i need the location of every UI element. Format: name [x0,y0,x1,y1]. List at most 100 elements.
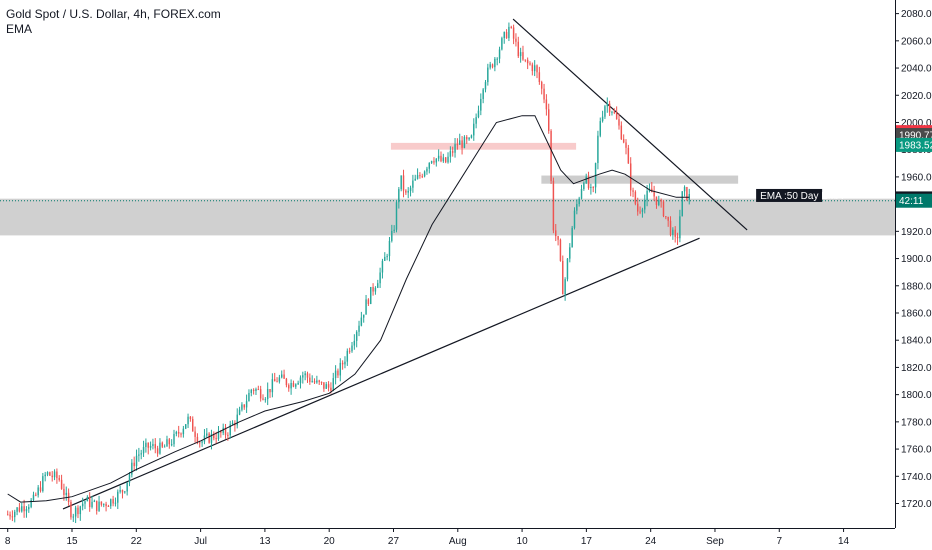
candle-body[interactable] [72,516,75,518]
candle-body[interactable] [35,494,37,496]
candle-body[interactable] [461,140,463,148]
candle-body[interactable] [482,89,484,99]
candle-body[interactable] [266,389,269,400]
candle-body[interactable] [262,398,264,400]
candle-body[interactable] [578,198,580,205]
candle-body[interactable] [459,140,461,145]
candle-body[interactable] [496,58,498,60]
candle-body[interactable] [11,516,14,518]
candle-body[interactable] [566,258,569,280]
candle-body[interactable] [374,287,377,292]
candle-body[interactable] [131,462,133,475]
candle-body[interactable] [103,503,105,505]
candle-body[interactable] [597,135,599,164]
candle-body[interactable] [360,317,363,326]
candle-body[interactable] [93,500,96,502]
candle-body[interactable] [498,49,501,59]
candle-body[interactable] [285,378,288,386]
candle-body[interactable] [65,492,67,495]
candle-body[interactable] [163,446,166,448]
candle-body[interactable] [166,439,168,447]
candle-body[interactable] [330,387,332,391]
candle-body[interactable] [686,187,688,200]
candle-body[interactable] [184,424,187,429]
candle-body[interactable] [145,442,147,447]
candle-body[interactable] [114,502,117,504]
candle-body[interactable] [100,501,103,505]
candle-body[interactable] [601,116,604,122]
candle-body[interactable] [348,350,351,352]
candle-body[interactable] [599,121,601,136]
candle-body[interactable] [580,188,583,199]
candle-body[interactable] [16,507,18,512]
candle-body[interactable] [489,64,491,68]
candle-body[interactable] [182,428,185,435]
candle-body[interactable] [655,196,658,205]
candle-body[interactable] [592,186,594,188]
candle-body[interactable] [545,99,548,110]
candle-body[interactable] [91,501,93,508]
candle-body[interactable] [199,442,201,444]
candle-body[interactable] [283,374,285,379]
candle-body[interactable] [9,514,11,517]
candle-body[interactable] [484,82,487,90]
candle-body[interactable] [456,144,459,146]
candle-body[interactable] [477,110,480,118]
candle-body[interactable] [37,487,39,496]
candle-body[interactable] [676,236,679,239]
candle-body[interactable] [587,176,590,188]
candle-body[interactable] [508,26,510,39]
candle-body[interactable] [28,507,30,510]
candle-body[interactable] [550,130,552,181]
candle-body[interactable] [423,171,426,177]
candle-body[interactable] [557,236,559,240]
candle-body[interactable] [30,499,32,508]
candle-body[interactable] [269,389,271,393]
candle-body[interactable] [297,382,299,385]
candle-body[interactable] [290,382,292,389]
candle-body[interactable] [466,136,468,140]
candle-body[interactable] [58,478,60,480]
candle-body[interactable] [543,88,545,100]
candle-body[interactable] [604,106,606,117]
candle-body[interactable] [517,41,520,57]
candle-body[interactable] [74,507,77,517]
candle-body[interactable] [248,392,250,402]
candle-body[interactable] [501,38,503,50]
candle-body[interactable] [18,507,21,512]
candle-body[interactable] [245,401,248,408]
candle-body[interactable] [442,157,445,162]
candle-body[interactable] [618,119,620,126]
candle-body[interactable] [227,434,229,436]
candle-body[interactable] [313,381,316,383]
candle-body[interactable] [309,377,311,382]
candle-body[interactable] [641,209,644,212]
candle-body[interactable] [292,382,295,387]
candle-body[interactable] [107,505,110,507]
candle-body[interactable] [119,490,121,492]
candle-body[interactable] [634,191,637,204]
candle-body[interactable] [243,404,245,408]
candle-body[interactable] [168,439,171,445]
candle-body[interactable] [400,175,402,190]
candle-body[interactable] [428,162,431,169]
candle-body[interactable] [524,59,527,61]
candle-body[interactable] [611,111,613,113]
candle-body[interactable] [51,475,53,478]
candle-body[interactable] [306,373,309,378]
candle-body[interactable] [264,399,267,401]
candle-body[interactable] [32,494,35,500]
candle-body[interactable] [14,511,16,518]
candle-body[interactable] [430,161,433,163]
candle-body[interactable] [126,482,128,492]
candle-body[interactable] [391,230,393,241]
candle-body[interactable] [667,216,669,221]
candle-body[interactable] [533,65,536,72]
candle-body[interactable] [318,380,320,382]
candle-body[interactable] [491,64,494,68]
candle-body[interactable] [81,503,84,507]
candle-body[interactable] [658,200,660,205]
candle-body[interactable] [435,158,438,163]
candle-body[interactable] [220,430,222,433]
